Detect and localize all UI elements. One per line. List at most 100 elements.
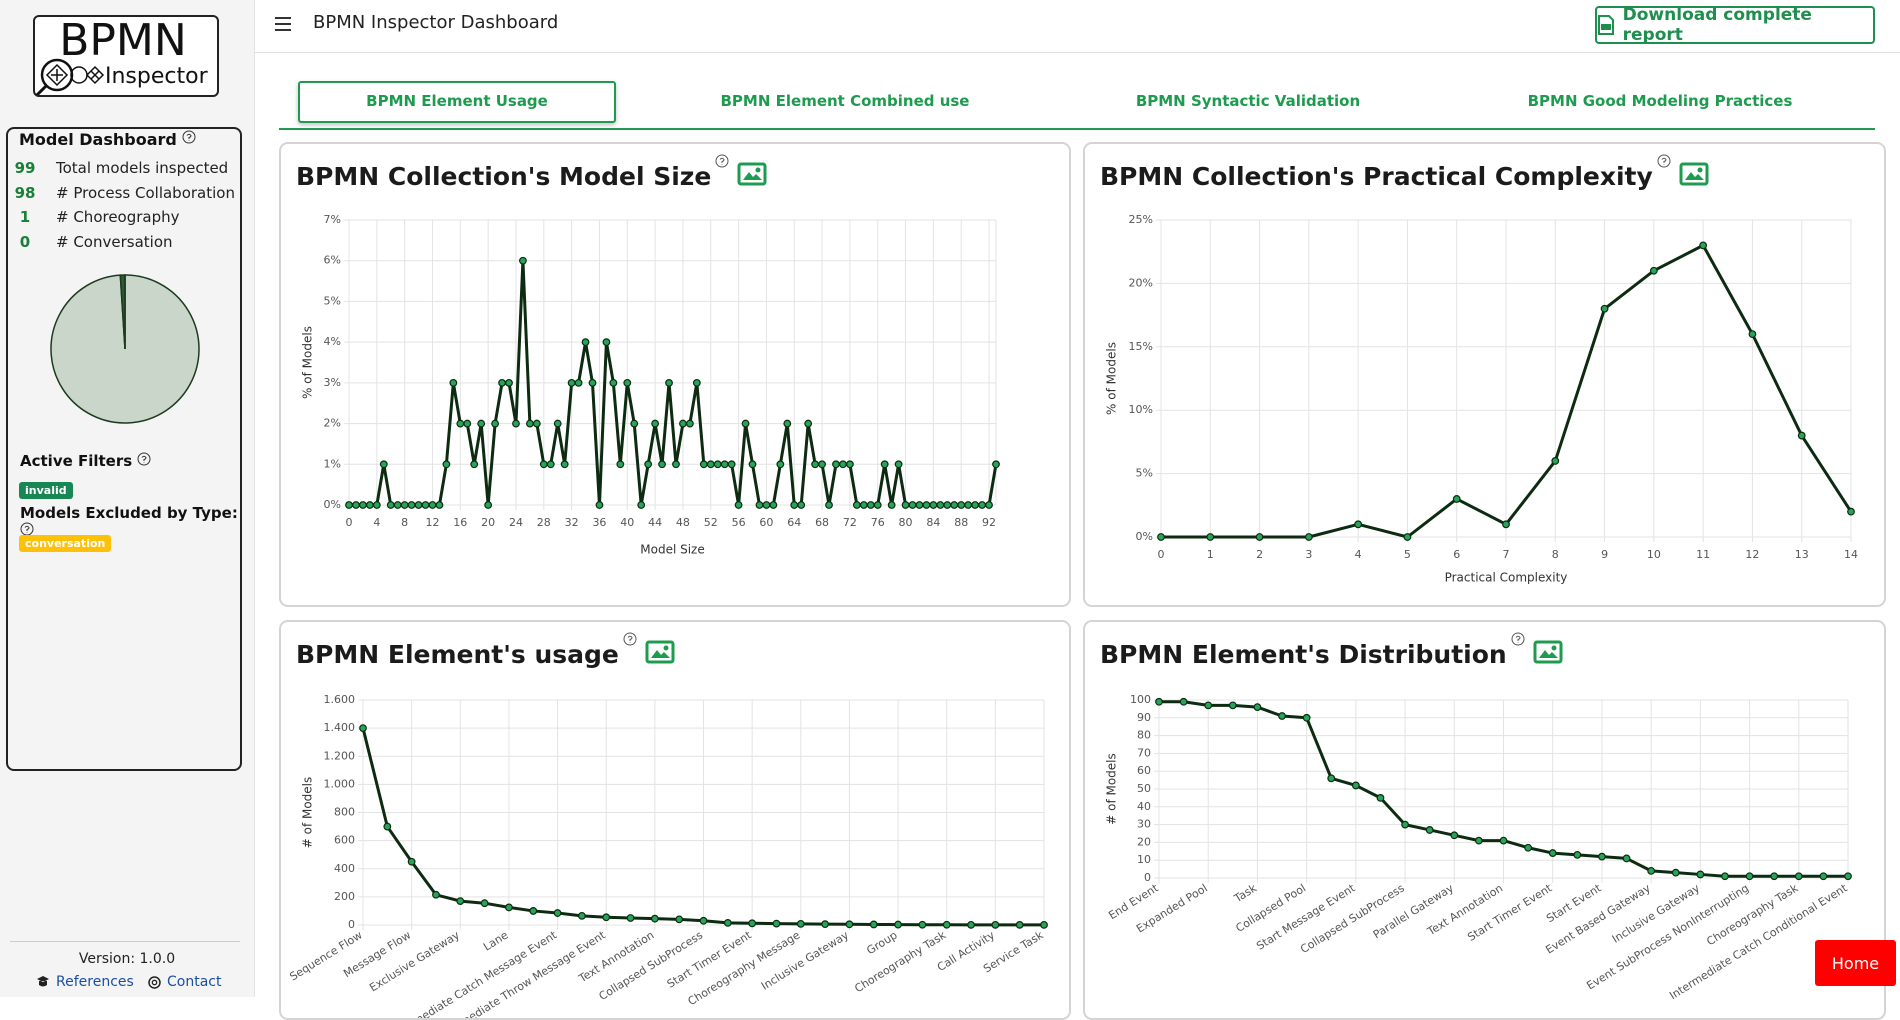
references-link[interactable]: References <box>36 974 134 990</box>
x-tick-label: 68 <box>815 516 829 529</box>
y-axis-title: # of Models <box>1105 753 1119 825</box>
chart-title: BPMN Collection's Practical Complexity <box>1100 162 1653 191</box>
x-tick-label: 8 <box>401 516 408 529</box>
help-icon[interactable] <box>623 632 637 646</box>
point <box>1157 533 1165 541</box>
y-tick-label: 20% <box>1129 276 1153 289</box>
point <box>407 501 416 509</box>
point <box>991 920 1000 929</box>
tab[interactable]: BPMN Syntactic Validation <box>1135 92 1361 110</box>
x-tick-label: Task <box>1231 881 1259 905</box>
references-icon <box>37 976 49 987</box>
x-tick-label: 12 <box>425 516 439 529</box>
y-tick-label: 4% <box>324 335 341 348</box>
point <box>929 501 938 509</box>
contact-link[interactable]: Contact <box>148 974 221 990</box>
stat-row: 99 Total models inspected <box>10 156 235 181</box>
point <box>1622 854 1631 863</box>
tab[interactable]: BPMN Element Usage <box>366 92 548 110</box>
image-mountain <box>743 172 763 180</box>
dashboard-panel <box>6 127 242 771</box>
x-tick-label: 52 <box>704 516 718 529</box>
point <box>491 419 499 428</box>
image-download-icon[interactable] <box>645 640 675 664</box>
stat-label: # Conversation <box>56 232 173 251</box>
divider <box>10 941 240 942</box>
point <box>1354 520 1363 529</box>
y-tick-label: 1.200 <box>324 749 356 762</box>
point <box>699 460 708 469</box>
download-button[interactable]: Download complete report <box>1595 5 1875 45</box>
x-tick-label: 0 <box>346 516 353 529</box>
point <box>435 501 444 509</box>
point <box>449 378 458 387</box>
y-tick-label: 80 <box>1137 729 1151 742</box>
y-tick-label: 800 <box>334 806 355 819</box>
help-icon[interactable] <box>715 154 729 168</box>
line <box>349 259 998 507</box>
x-tick-label: 4 <box>1355 548 1362 561</box>
point <box>386 501 395 509</box>
point <box>825 501 833 509</box>
tab[interactable]: BPMN Good Modeling Practices <box>1527 92 1793 110</box>
point <box>623 378 632 387</box>
point <box>790 501 799 509</box>
x-tick-label: 13 <box>1795 548 1809 561</box>
y-axis-title: # of Models <box>301 777 315 849</box>
excluded-text: Models Excluded by Type: <box>20 504 238 522</box>
contact-text: Contact <box>167 974 222 990</box>
point <box>588 378 597 387</box>
x-tick-label: 12 <box>1745 548 1759 561</box>
point <box>393 501 402 509</box>
point <box>505 378 513 387</box>
point <box>1040 920 1048 929</box>
stat-label: # Choreography <box>56 208 180 227</box>
help-circle <box>715 154 729 168</box>
x-tick-label: 5 <box>1404 548 1411 561</box>
x-tick-label: 44 <box>648 516 662 529</box>
point <box>553 909 562 917</box>
point <box>1696 870 1705 879</box>
filters-title: Active Filters <box>20 452 151 470</box>
image-download-icon[interactable] <box>1679 162 1709 186</box>
x-tick-label: 11 <box>1696 548 1710 561</box>
y-tick-label: 200 <box>334 890 355 903</box>
y-tick-label: 10 <box>1137 853 1151 866</box>
x-tick-label: 0 <box>1158 548 1165 561</box>
x-tick-label: 4 <box>373 516 380 529</box>
point <box>1179 697 1188 706</box>
active-tab[interactable] <box>298 81 616 123</box>
tab[interactable]: BPMN Element Combined use <box>720 92 970 110</box>
magnifier <box>40 58 74 92</box>
help-icon[interactable] <box>182 130 196 144</box>
contact-icon <box>148 975 161 989</box>
x-tick-label: 9 <box>1601 548 1608 561</box>
logo[interactable]: BPMN Inspector <box>33 15 219 99</box>
point <box>723 918 732 927</box>
x-tick-label: 24 <box>509 516 523 529</box>
point <box>741 419 750 428</box>
chart: 02004006008001.0001.2001.4001.600Sequenc… <box>287 693 1048 1018</box>
y-tick-label: 0 <box>1144 871 1151 884</box>
chart-title: BPMN Element's Distribution <box>1100 640 1507 669</box>
image-download-icon[interactable] <box>737 162 767 186</box>
help-icon[interactable] <box>20 522 34 536</box>
gateway-icon <box>85 65 105 85</box>
x-tick-label: Parallel Gateway <box>1371 881 1456 941</box>
excluded-badge[interactable]: conversation <box>19 535 112 552</box>
image-download-icon[interactable] <box>1533 640 1563 664</box>
y-tick-label: 1.600 <box>324 693 356 706</box>
home-button[interactable]: Home <box>1815 940 1896 986</box>
help-icon[interactable] <box>1657 154 1671 168</box>
point <box>529 907 538 915</box>
y-tick-label: 6% <box>324 254 341 267</box>
point <box>1721 872 1729 881</box>
point <box>796 919 805 928</box>
image-mountain <box>1538 650 1558 658</box>
filter-badge[interactable]: invalid <box>19 482 73 499</box>
help-icon[interactable] <box>137 452 151 466</box>
point <box>1598 852 1606 861</box>
x-tick-label: 36 <box>592 516 606 529</box>
help-icon[interactable] <box>1511 632 1525 646</box>
menu-button[interactable] <box>274 16 292 32</box>
